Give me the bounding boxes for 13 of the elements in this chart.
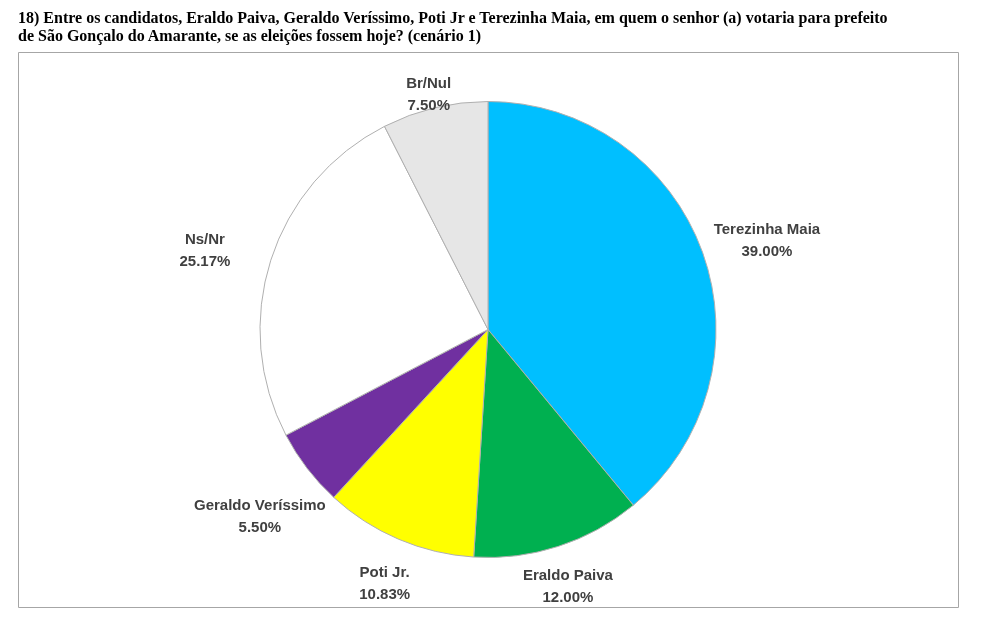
slice-label: Poti Jr. xyxy=(359,562,410,580)
chart-title: 18) Entre os candidatos, Eraldo Paiva, Geraldo Veríssimo, Poti Jr e Terezinha Maia, em quem o senhor (a) votaria para prefeito de São Gonçalo do Amarante, se as eleições fossem hoje? (cenário 1) xyxy=(18,9,888,45)
data-label: 25.17% xyxy=(179,252,231,270)
data-label: 12.00% xyxy=(542,588,594,606)
slice-label: Geraldo Veríssimo xyxy=(194,495,326,513)
slice-label: Br/Nul xyxy=(406,73,452,91)
slice-label: Ns/Nr xyxy=(184,230,226,248)
data-label: 10.83% xyxy=(359,584,411,602)
slice-label: Eraldo Paiva xyxy=(522,566,614,584)
data-label: 5.50% xyxy=(238,517,282,535)
slice-label: Terezinha Maia xyxy=(713,220,821,238)
data-label: 39.00% xyxy=(741,242,793,260)
data-label: 7.50% xyxy=(407,95,450,113)
